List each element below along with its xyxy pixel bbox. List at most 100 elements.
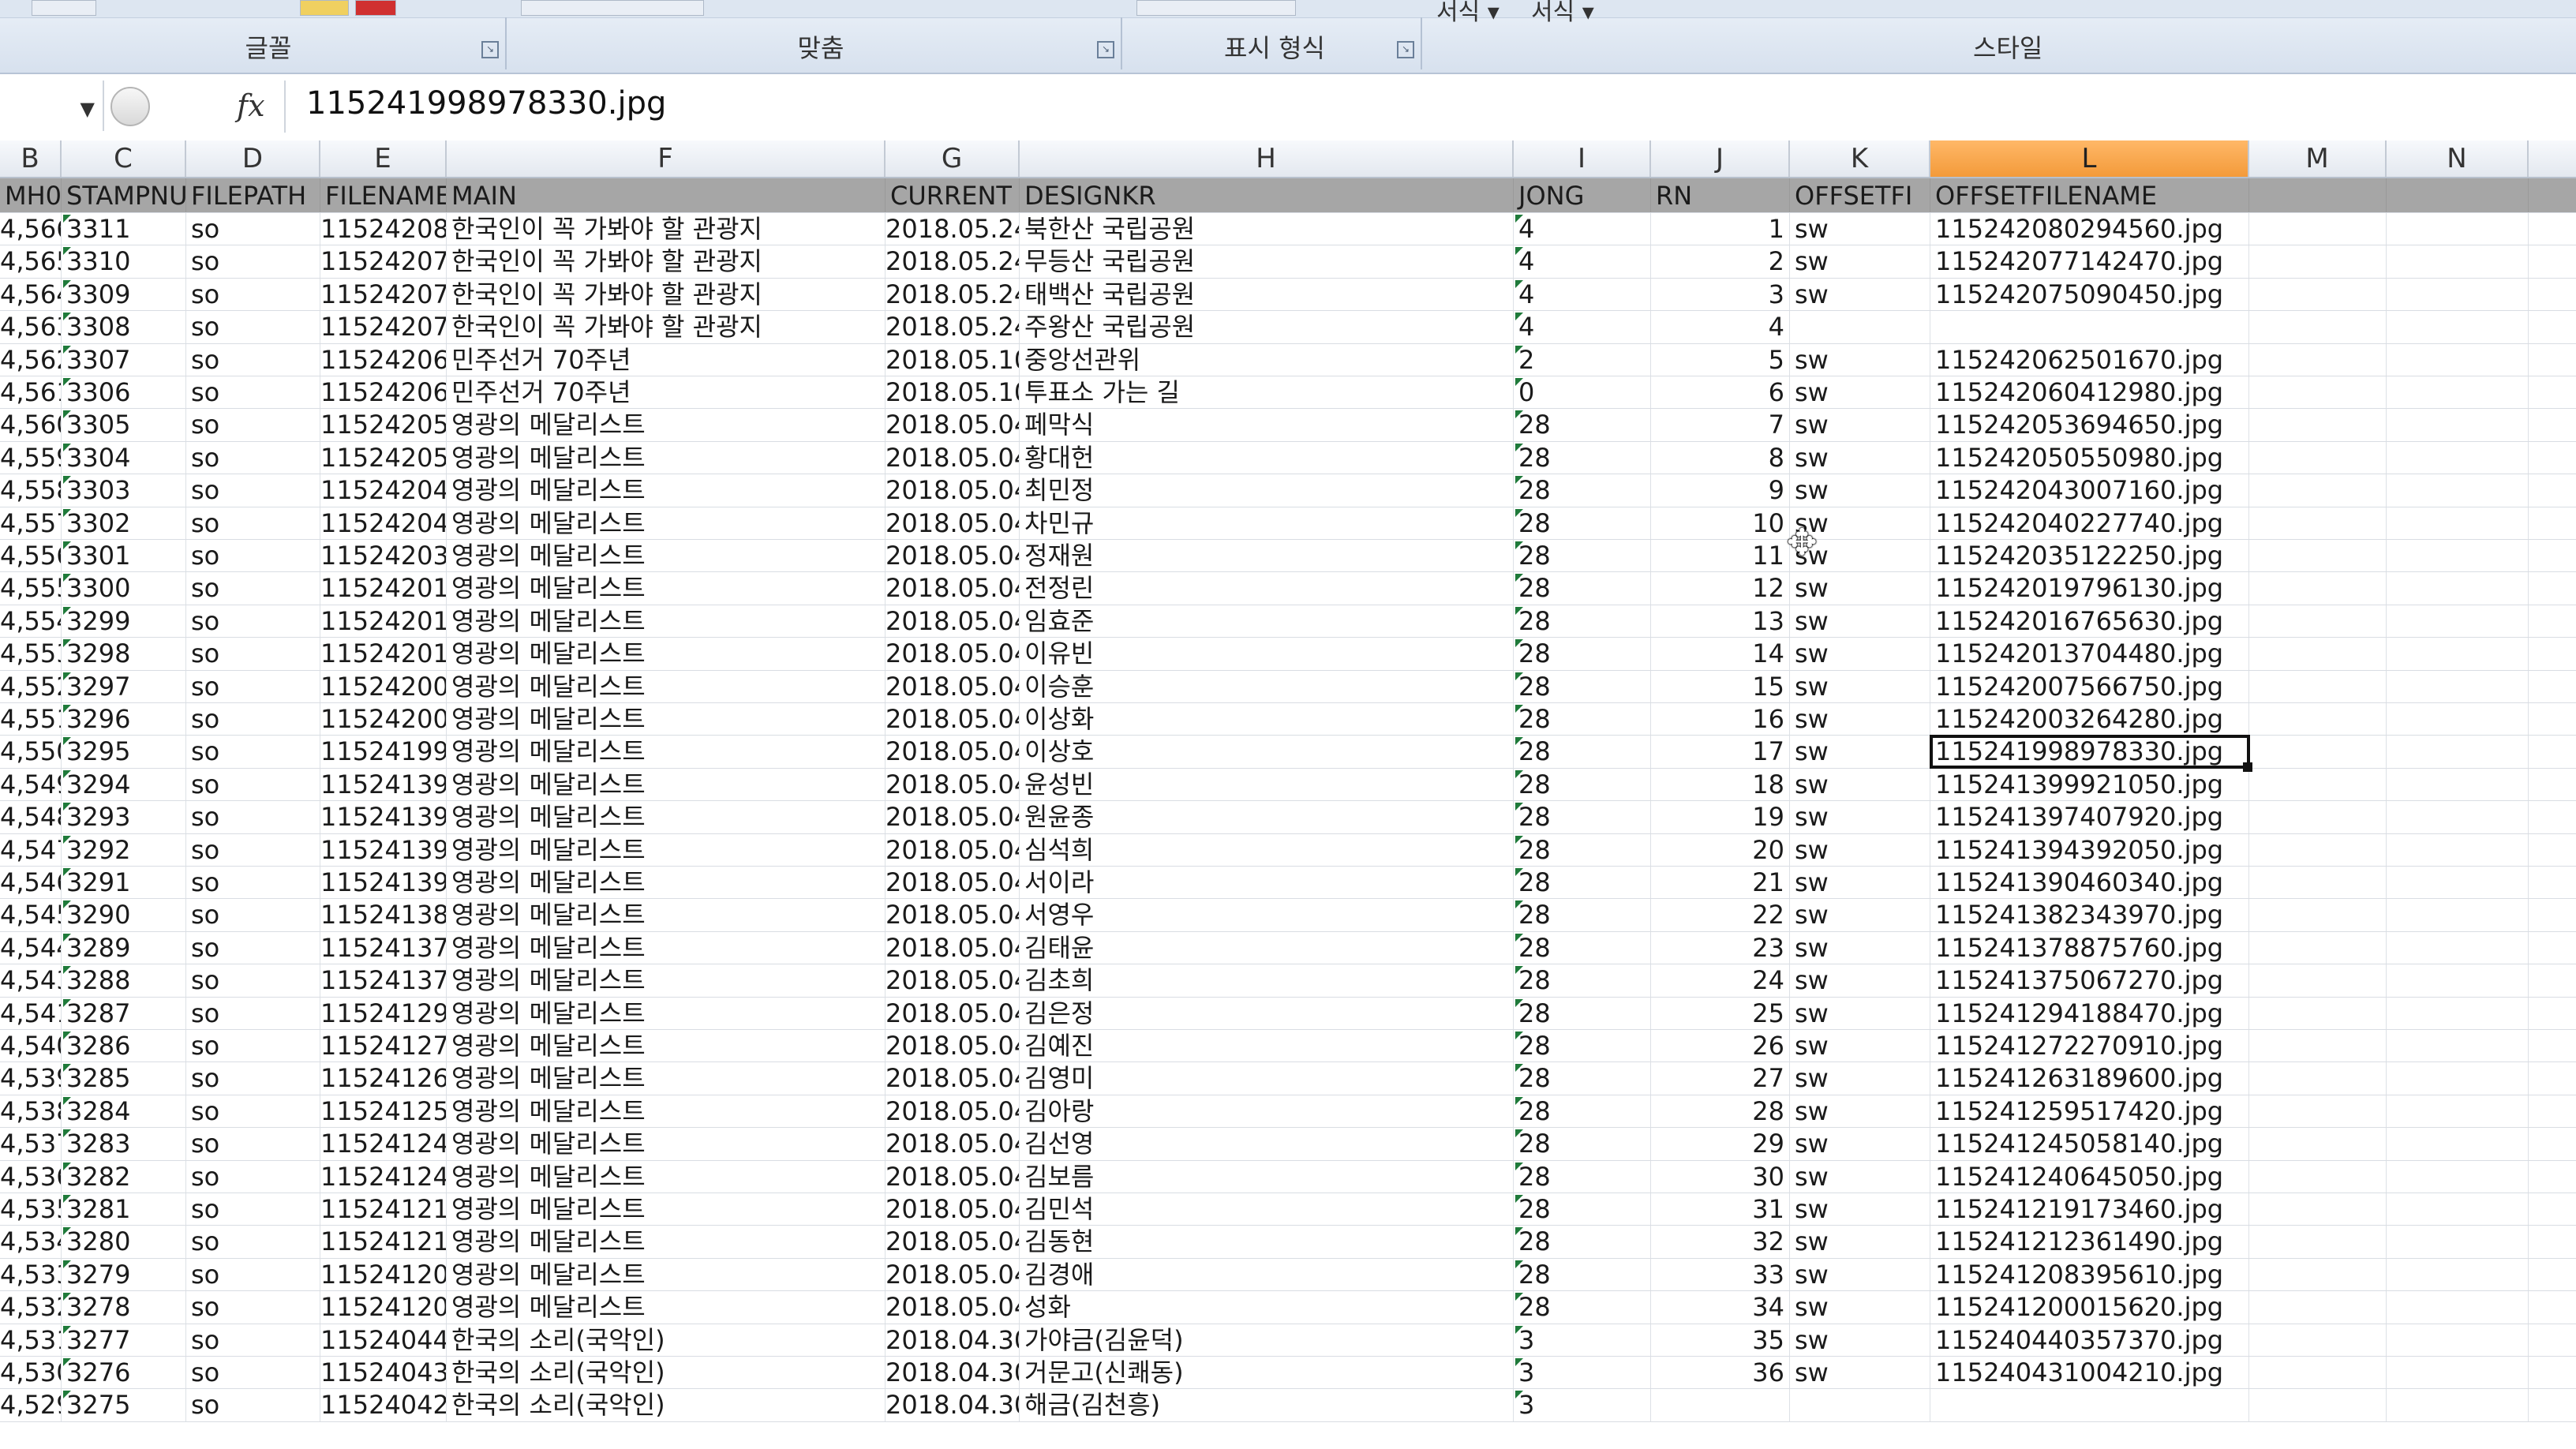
cell-j[interactable]: 27 — [1651, 1062, 1790, 1095]
cell-e[interactable]: 115242074 — [320, 278, 447, 311]
cell-h[interactable]: 김동현 — [1020, 1226, 1514, 1258]
cell-i[interactable]: 28 — [1514, 572, 1651, 605]
cell-i[interactable]: 28 — [1514, 1062, 1651, 1095]
cell-d[interactable]: so — [186, 670, 320, 702]
ribbon-align-button[interactable] — [521, 0, 704, 16]
cell-k[interactable]: sw — [1790, 1193, 1930, 1226]
header-cell-h[interactable]: DESIGNKR — [1020, 178, 1514, 212]
cell-i[interactable]: 28 — [1514, 409, 1651, 441]
cell-k[interactable]: sw — [1790, 736, 1930, 768]
cell-n[interactable] — [2387, 1128, 2529, 1160]
cell-j[interactable]: 3 — [1651, 278, 1790, 311]
cell-l[interactable] — [1930, 311, 2249, 343]
cell-g[interactable]: 2018.05.04 — [886, 474, 1020, 507]
cell-l[interactable]: 115241245058140.jpg — [1930, 1128, 2249, 1160]
cell-k[interactable]: sw — [1790, 867, 1930, 899]
cell-b[interactable]: 4,533 — [0, 1258, 62, 1291]
cell-e[interactable]: 115242060 — [320, 376, 447, 409]
cell-m[interactable] — [2249, 1258, 2387, 1291]
cell-n[interactable] — [2387, 638, 2529, 670]
cell-h[interactable]: 심석희 — [1020, 833, 1514, 866]
cell-e[interactable]: 115242002 — [320, 703, 447, 736]
cell-j[interactable]: 4 — [1651, 311, 1790, 343]
cell-i[interactable]: 28 — [1514, 801, 1651, 833]
cell-k[interactable]: sw — [1790, 474, 1930, 507]
cell-b[interactable]: 4,531 — [0, 1324, 62, 1356]
cell-j[interactable]: 19 — [1651, 801, 1790, 833]
cell-m[interactable] — [2249, 736, 2387, 768]
cell-b[interactable]: 4,537 — [0, 1128, 62, 1160]
cell-c[interactable]: 3290 — [62, 899, 186, 931]
cell-h[interactable]: 김초희 — [1020, 964, 1514, 997]
cell-f[interactable]: 영광의 메달리스트 — [447, 1062, 886, 1095]
cell-d[interactable]: so — [186, 1030, 320, 1062]
cell-k[interactable]: sw — [1790, 507, 1930, 539]
cell-f[interactable]: 한국의 소리(국악인) — [447, 1389, 886, 1421]
cell-e[interactable]: 115242013 — [320, 638, 447, 670]
cell-g[interactable]: 2018.05.24 — [886, 278, 1020, 311]
column-header-b[interactable]: B — [0, 140, 62, 177]
cell-h[interactable]: 전정린 — [1020, 572, 1514, 605]
cell-i[interactable]: 28 — [1514, 638, 1651, 670]
cell-h[interactable]: 이승훈 — [1020, 670, 1514, 702]
cell-c[interactable]: 3294 — [62, 768, 186, 801]
cell-b[interactable]: 4,557 — [0, 507, 62, 539]
cell-e[interactable]: 115242072 — [320, 311, 447, 343]
cell-b[interactable]: 4,545 — [0, 899, 62, 931]
cell-d[interactable]: so — [186, 1062, 320, 1095]
cell-h[interactable]: 투표소 가는 길 — [1020, 376, 1514, 409]
cell-j[interactable]: 17 — [1651, 736, 1790, 768]
cell-l[interactable]: 115241378875760.jpg — [1930, 931, 2249, 964]
cell-d[interactable]: so — [186, 997, 320, 1029]
cell-c[interactable]: 3301 — [62, 540, 186, 572]
cell-c[interactable]: 3308 — [62, 311, 186, 343]
cell-b[interactable]: 4,559 — [0, 441, 62, 474]
cell-n[interactable] — [2387, 278, 2529, 311]
cell-j[interactable] — [1651, 1389, 1790, 1421]
cell-c[interactable]: 3295 — [62, 736, 186, 768]
cell-i[interactable]: 2 — [1514, 343, 1651, 376]
cell-g[interactable]: 2018.05.04 — [886, 572, 1020, 605]
cell-c[interactable]: 3279 — [62, 1258, 186, 1291]
cell-f[interactable]: 민주선거 70주년 — [447, 376, 886, 409]
header-cell-n[interactable] — [2387, 178, 2529, 212]
cell-b[interactable]: 4,550 — [0, 736, 62, 768]
cell-b[interactable]: 4,538 — [0, 1095, 62, 1128]
header-cell-f[interactable]: MAIN — [447, 178, 886, 212]
cell-j[interactable]: 1 — [1651, 213, 1790, 245]
cell-l[interactable]: 115242043007160.jpg — [1930, 474, 2249, 507]
cell-g[interactable]: 2018.05.04 — [886, 768, 1020, 801]
cell-h[interactable]: 김경애 — [1020, 1258, 1514, 1291]
cell-e[interactable]: 115241399 — [320, 768, 447, 801]
cell-g[interactable]: 2018.04.30 — [886, 1389, 1020, 1421]
cell-e[interactable]: 115242042 — [320, 474, 447, 507]
cell-k[interactable]: sw — [1790, 572, 1930, 605]
cell-c[interactable]: 3291 — [62, 867, 186, 899]
cell-d[interactable]: so — [186, 441, 320, 474]
cell-g[interactable]: 2018.05.04 — [886, 1160, 1020, 1193]
cell-g[interactable]: 2018.05.04 — [886, 997, 1020, 1029]
cell-d[interactable]: so — [186, 1258, 320, 1291]
cell-l[interactable]: 115241240645050.jpg — [1930, 1160, 2249, 1193]
cell-l[interactable]: 115242019796130.jpg — [1930, 572, 2249, 605]
cell-b[interactable]: 4,532 — [0, 1291, 62, 1324]
cell-n[interactable] — [2387, 899, 2529, 931]
cell-f[interactable]: 영광의 메달리스트 — [447, 1030, 886, 1062]
cell-l[interactable]: 115242077142470.jpg — [1930, 245, 2249, 278]
cell-h[interactable]: 정재원 — [1020, 540, 1514, 572]
active-cell[interactable]: 115241998978330.jpg — [1930, 735, 2250, 769]
cell-j[interactable]: 6 — [1651, 376, 1790, 409]
cell-l[interactable]: 115241375067270.jpg — [1930, 964, 2249, 997]
cell-c[interactable]: 3285 — [62, 1062, 186, 1095]
cell-f[interactable]: 영광의 메달리스트 — [447, 572, 886, 605]
cell-g[interactable]: 2018.05.10 — [886, 343, 1020, 376]
ribbon-fill-color-button[interactable] — [300, 0, 349, 16]
cell-n[interactable] — [2387, 1160, 2529, 1193]
cell-d[interactable]: so — [186, 768, 320, 801]
cell-b[interactable]: 4,562 — [0, 343, 62, 376]
cell-h[interactable]: 성화 — [1020, 1291, 1514, 1324]
cell-n[interactable] — [2387, 1030, 2529, 1062]
cell-k[interactable]: sw — [1790, 343, 1930, 376]
cell-m[interactable] — [2249, 1030, 2387, 1062]
cell-h[interactable]: 김은정 — [1020, 997, 1514, 1029]
